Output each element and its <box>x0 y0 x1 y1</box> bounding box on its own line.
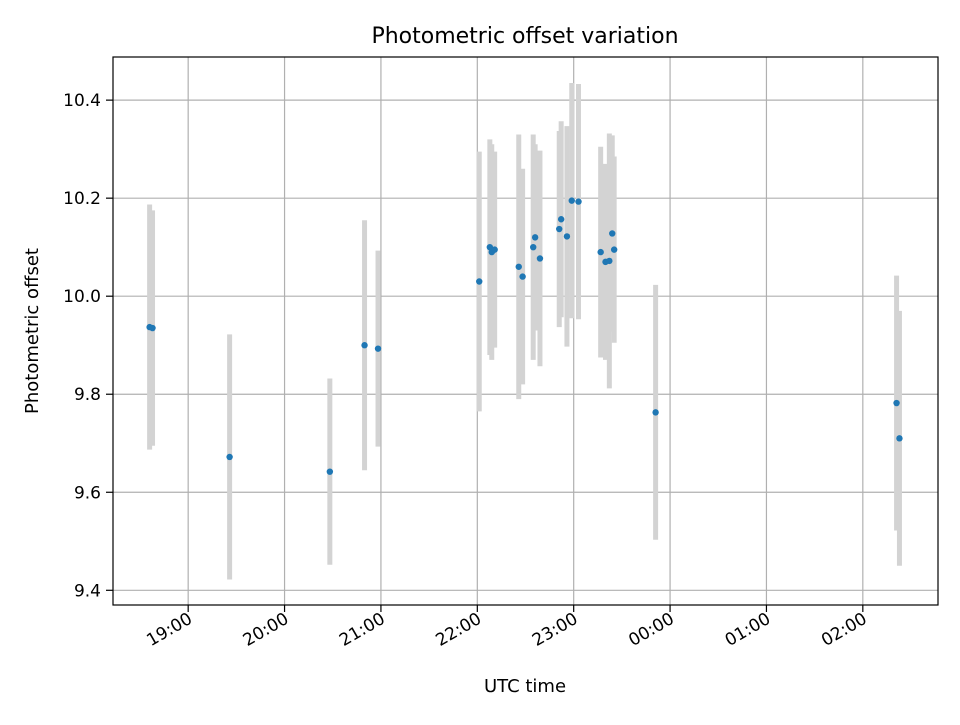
y-axis: 9.4 9.6 9.8 10.0 10.2 10.4 <box>63 91 113 601</box>
data-point <box>476 278 483 285</box>
y-tick-label: 10.0 <box>63 287 101 307</box>
data-point <box>893 399 900 407</box>
data-point <box>609 230 616 237</box>
data-point <box>536 255 544 262</box>
x-axis-label: UTC time <box>484 676 566 697</box>
y-tick-label: 9.8 <box>74 385 101 405</box>
data-point <box>652 409 659 416</box>
data-point <box>226 453 233 461</box>
data-point <box>575 198 582 205</box>
data-point <box>374 345 382 352</box>
data-point <box>563 233 571 240</box>
plot-frame <box>112 56 939 606</box>
data-point <box>610 246 618 253</box>
data-point <box>556 225 563 233</box>
data-point <box>568 197 575 204</box>
data-point <box>530 243 537 251</box>
data-points <box>146 197 903 475</box>
grid <box>113 57 938 605</box>
data-point <box>491 246 498 253</box>
data-point <box>519 273 526 280</box>
y-tick-label: 9.4 <box>74 581 101 601</box>
y-tick-label: 9.6 <box>74 483 101 503</box>
data-point <box>597 248 604 256</box>
y-tick-label: 10.2 <box>63 189 101 209</box>
data-point <box>149 324 156 332</box>
data-point <box>326 468 334 475</box>
data-point <box>896 435 903 442</box>
data-point <box>557 216 565 223</box>
y-axis-label: Photometric offset <box>22 248 43 414</box>
data-point <box>606 257 613 265</box>
data-point <box>361 342 368 349</box>
data-point <box>531 234 539 241</box>
chart-title: Photometric offset variation <box>371 24 678 49</box>
y-tick-label: 10.4 <box>63 91 101 111</box>
data-point <box>515 263 522 270</box>
data-point <box>486 243 494 251</box>
